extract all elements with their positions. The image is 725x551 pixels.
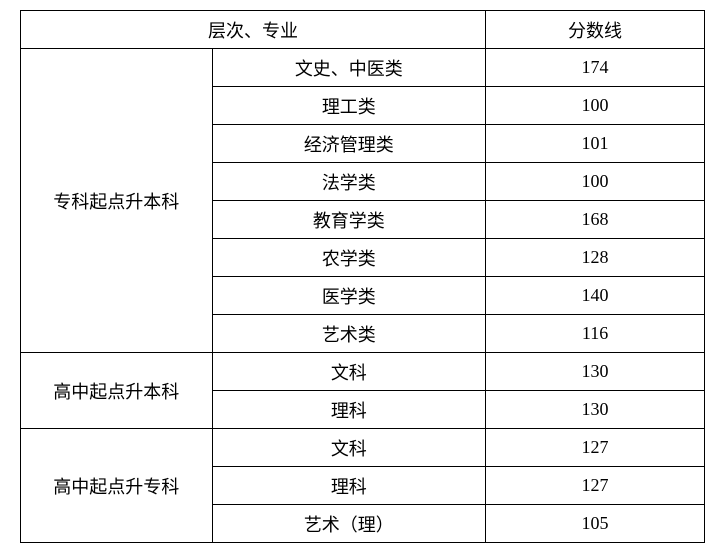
header-level-major: 层次、专业 [21,11,486,49]
score-cell: 174 [486,49,705,87]
score-cell: 130 [486,353,705,391]
level-cell: 高中起点升本科 [21,353,213,429]
score-table: 层次、专业 分数线 专科起点升本科 文史、中医类 174 理工类 100 经济管… [20,10,705,543]
table-row: 高中起点升本科 文科 130 [21,353,705,391]
table-header-row: 层次、专业 分数线 [21,11,705,49]
major-cell: 医学类 [212,277,486,315]
table-row: 专科起点升本科 文史、中医类 174 [21,49,705,87]
major-cell: 法学类 [212,163,486,201]
level-cell: 专科起点升本科 [21,49,213,353]
major-cell: 文科 [212,353,486,391]
score-cell: 128 [486,239,705,277]
score-cell: 105 [486,505,705,543]
major-cell: 理工类 [212,87,486,125]
score-cell: 116 [486,315,705,353]
major-cell: 艺术（理） [212,505,486,543]
major-cell: 文史、中医类 [212,49,486,87]
score-cell: 101 [486,125,705,163]
score-cell: 130 [486,391,705,429]
major-cell: 经济管理类 [212,125,486,163]
score-cell: 140 [486,277,705,315]
score-cell: 100 [486,163,705,201]
major-cell: 教育学类 [212,201,486,239]
table-body: 层次、专业 分数线 专科起点升本科 文史、中医类 174 理工类 100 经济管… [21,11,705,543]
level-cell: 高中起点升专科 [21,429,213,543]
major-cell: 理科 [212,467,486,505]
score-cell: 100 [486,87,705,125]
header-score: 分数线 [486,11,705,49]
score-cell: 127 [486,429,705,467]
score-cell: 127 [486,467,705,505]
major-cell: 文科 [212,429,486,467]
major-cell: 农学类 [212,239,486,277]
major-cell: 艺术类 [212,315,486,353]
table-row: 高中起点升专科 文科 127 [21,429,705,467]
score-cell: 168 [486,201,705,239]
major-cell: 理科 [212,391,486,429]
